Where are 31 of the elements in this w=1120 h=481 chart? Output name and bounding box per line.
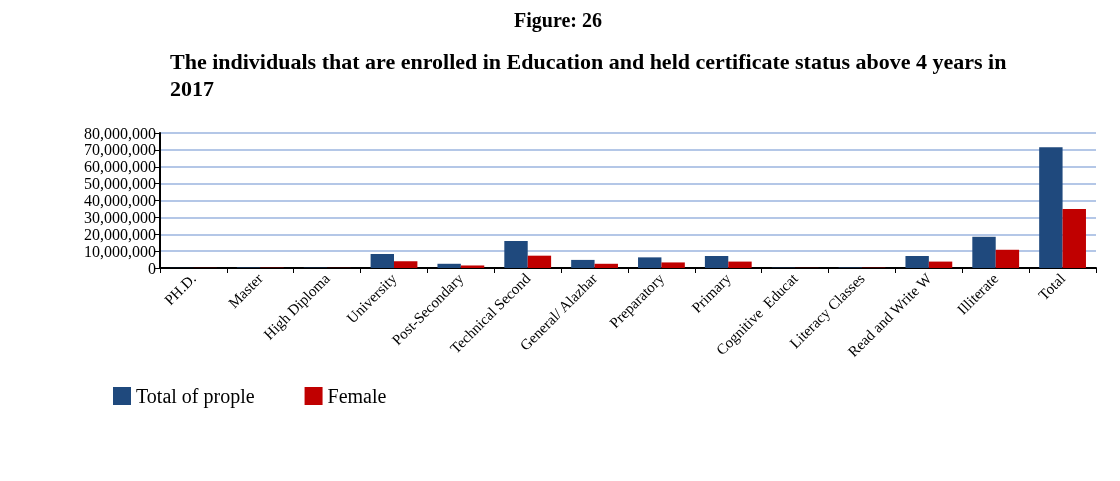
bar — [1039, 147, 1063, 268]
bar — [571, 259, 595, 268]
bar — [972, 236, 996, 268]
bar — [1062, 208, 1086, 268]
legend-label: Female — [327, 385, 387, 407]
bar — [460, 265, 485, 268]
y-tick-label: 10,000,000 — [84, 242, 156, 260]
bar — [437, 263, 461, 268]
y-tick-label: 30,000,000 — [84, 208, 156, 226]
bar — [527, 255, 552, 268]
chart-title: The individuals that are enrolled in Education and held certificate status above 4 years in 2017 — [170, 48, 1008, 102]
bar — [661, 262, 685, 268]
bar — [638, 257, 662, 268]
y-tick-label: 20,000,000 — [84, 225, 156, 243]
legend-label: Total of prople — [136, 385, 255, 408]
bar — [728, 261, 752, 268]
y-tick-label: 60,000,000 — [84, 158, 156, 176]
text: Figure: 26 — [514, 9, 602, 32]
bar — [370, 253, 394, 268]
bar — [504, 241, 528, 268]
bar — [394, 261, 418, 268]
bar — [594, 263, 618, 268]
bar — [995, 249, 1020, 268]
y-tick-label: 70,000,000 — [84, 141, 156, 159]
y-tick-label: 50,000,000 — [84, 175, 156, 193]
y-tick-label: 0 — [148, 259, 156, 277]
y-tick-label: 80,000,000 — [84, 124, 156, 142]
bar — [905, 256, 929, 268]
bar — [928, 261, 953, 268]
bar — [704, 256, 729, 268]
y-tick-label: 40,000,000 — [84, 192, 156, 209]
